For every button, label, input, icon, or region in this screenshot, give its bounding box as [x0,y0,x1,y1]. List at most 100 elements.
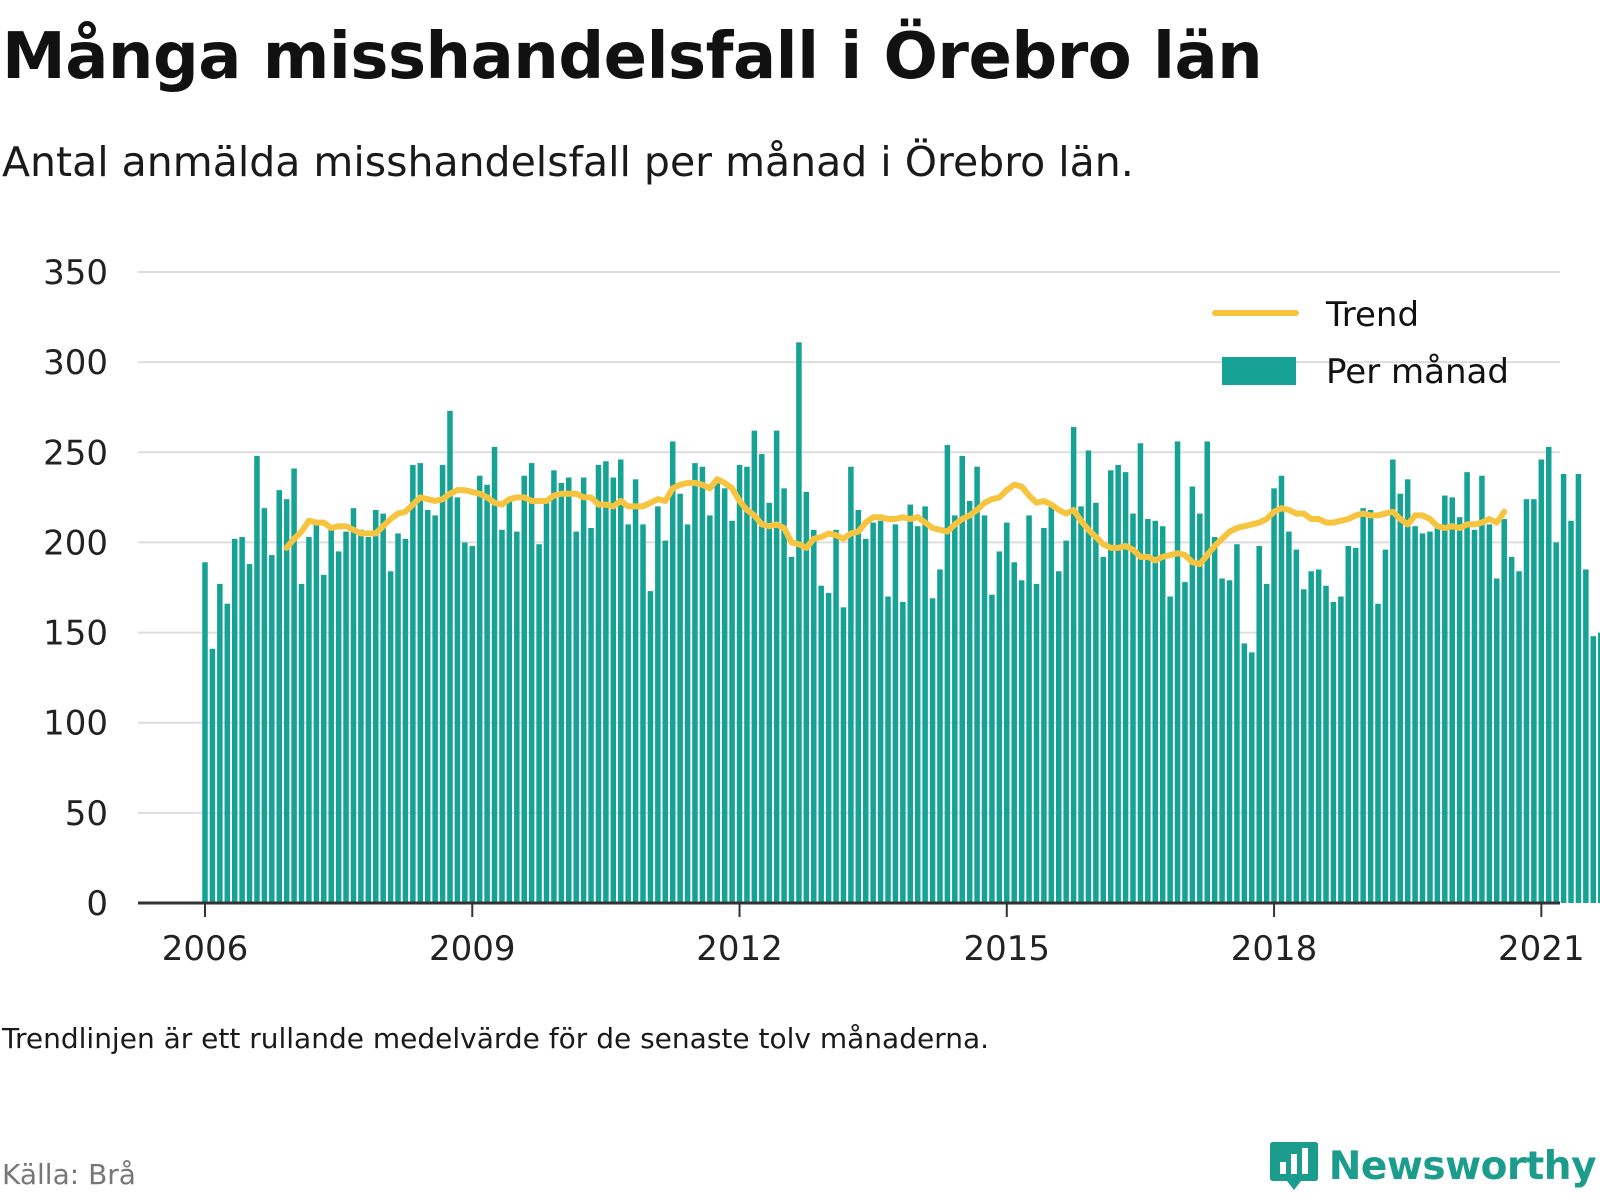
bar [1152,520,1159,903]
bar [269,555,275,903]
bar [1412,526,1418,903]
bar [387,571,394,903]
bar [580,477,587,903]
bar [721,488,728,903]
bar [1271,488,1277,903]
bar [231,538,238,903]
bar [217,583,223,903]
bar [1471,529,1478,903]
bar [1167,596,1173,903]
bar [1449,497,1455,903]
bar [321,574,327,903]
bar [892,524,899,903]
bar [484,484,490,903]
bar [410,464,416,903]
brand-name: Newsworthy [1328,1143,1597,1189]
bar [833,529,839,903]
x-tick-label: 2006 [162,929,249,969]
bar [1041,528,1047,903]
bar [343,531,349,903]
bar [736,464,743,903]
bar [1308,571,1314,903]
bar [1434,524,1441,903]
bar [1352,547,1359,903]
trend-line-group [283,476,1508,568]
bar [551,470,557,903]
bar [952,515,958,903]
bar [1197,513,1203,903]
bar [1211,537,1218,903]
bar [1100,556,1107,903]
source-label: Källa: Brå [2,1158,136,1191]
bar [1293,549,1300,903]
bar [417,463,424,903]
bar [1508,556,1515,903]
bar [729,520,735,903]
bar [1538,459,1545,903]
bar [588,528,594,903]
bar [862,538,869,903]
bar [328,526,334,903]
bar [1107,470,1114,903]
bar [603,461,609,903]
bar [1545,446,1552,903]
y-tick-label: 100 [43,704,108,744]
bar [1093,502,1099,903]
bar [1204,441,1210,903]
bar [514,531,520,903]
bar [239,537,245,903]
bar [1560,473,1567,903]
bar [573,531,579,903]
bar [224,603,231,903]
bar [1137,443,1144,903]
bar [447,410,453,903]
bar [677,493,683,903]
y-tick-label: 0 [86,884,108,924]
bar [1011,562,1017,903]
bar [1182,582,1188,903]
bar [632,479,639,903]
x-tick-label: 2012 [696,929,783,969]
chart: 0 50 100 150 200 250 300 350 2006 2009 2012 2015 20… [43,253,1600,969]
bar [1516,571,1522,903]
bar [1315,569,1322,903]
y-tick-label: 200 [43,523,108,563]
bar [1464,472,1470,903]
bar [595,464,602,903]
bar [877,520,884,903]
bar [707,515,713,903]
x-tick-label: 2009 [429,929,516,969]
bar [1263,583,1270,903]
bar [1486,524,1493,903]
bar [922,506,928,903]
bar [432,515,438,903]
bar [1575,473,1582,903]
bar [1145,518,1151,903]
bar [543,502,550,903]
bar [1078,506,1084,903]
bar [283,499,290,903]
bar [1026,515,1032,903]
bar [1159,526,1166,903]
bar [1056,571,1062,903]
y-tick-label: 350 [43,253,108,293]
bar [617,459,624,903]
bar [1531,499,1537,903]
bar [818,585,824,903]
bar [1063,540,1069,903]
bar [1382,549,1389,903]
bar [1130,513,1136,903]
bar [669,441,676,903]
bar [1004,522,1010,903]
bar [966,500,973,903]
legend-bar-label: Per månad [1326,352,1509,392]
bar [1553,542,1559,903]
bar [1427,531,1433,903]
bar [885,596,891,903]
bar [476,475,483,903]
bar [1300,589,1307,903]
bar [380,513,386,903]
x-tick-label: 2018 [1231,929,1318,969]
bar [1241,643,1248,903]
bar [202,562,208,903]
